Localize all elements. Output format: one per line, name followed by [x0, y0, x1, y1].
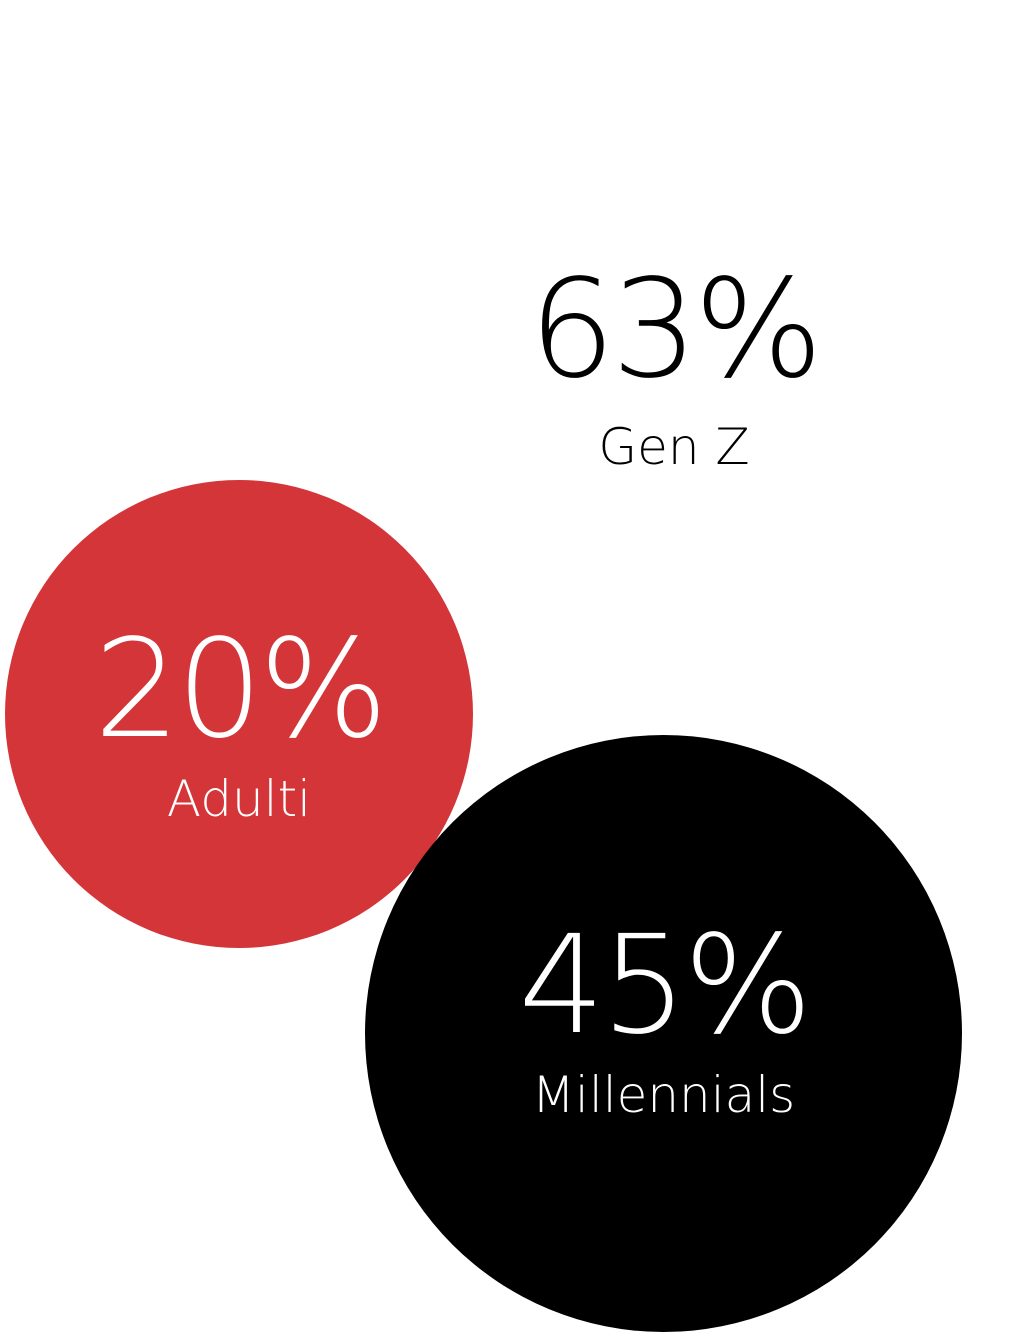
stat-adulti: 20% Adulti: [5, 622, 473, 824]
value-label-millennials: 45%: [518, 907, 812, 1065]
category-label-gen-z: Gen Z: [598, 418, 750, 476]
stat-millennials: 45% Millennials: [365, 918, 962, 1120]
category-label-millennials: Millennials: [531, 1066, 796, 1124]
bubble-adulti: [5, 480, 473, 948]
category-label-adulti: Adulti: [166, 770, 312, 828]
value-label-gen-z: 63%: [528, 251, 823, 409]
bubble-millennials: [365, 735, 962, 1332]
stat-gen-z: 63% Gen Z: [474, 262, 874, 472]
value-label-adulti: 20%: [93, 611, 388, 769]
